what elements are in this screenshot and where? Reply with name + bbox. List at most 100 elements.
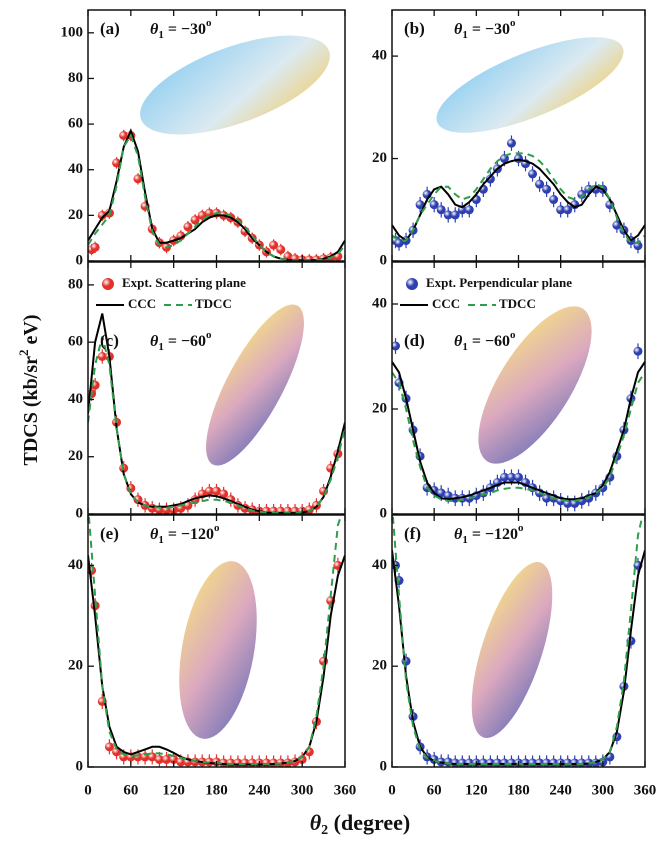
data-point	[528, 169, 538, 179]
lobe-e	[179, 561, 257, 739]
data-point	[97, 352, 107, 361]
data-point	[506, 138, 516, 148]
data-point	[415, 200, 425, 210]
x-tick-label: 0	[84, 782, 92, 798]
panel-label: (a)	[100, 19, 120, 38]
x-tick-label: 120	[162, 782, 185, 798]
data-point	[204, 486, 214, 496]
legend-label: TDCC	[195, 296, 232, 311]
data-point	[119, 131, 129, 140]
y-tick-label: 80	[68, 276, 83, 292]
ann-sup: o	[510, 329, 516, 341]
lobe-d	[478, 306, 592, 464]
ann-sup: o	[206, 17, 212, 29]
data-point	[392, 341, 401, 351]
data-point	[450, 210, 460, 220]
x-tick-label: 360	[334, 782, 357, 798]
ann-sup: o	[206, 329, 212, 341]
orbital-images	[140, 35, 624, 739]
panel-annotation: θ1 = −60o	[454, 329, 516, 353]
data-point	[633, 346, 643, 356]
data-point	[176, 757, 186, 767]
data-point	[436, 488, 446, 498]
x-tick-label: 360	[634, 782, 657, 798]
x-axis-label: θ2 (degree)	[310, 810, 410, 838]
data-point	[112, 158, 122, 168]
y-axis-label: TDCS (kb/sr2 eV)	[16, 315, 42, 466]
legend-label: TDCC	[499, 296, 536, 311]
legend-label: CCC	[128, 296, 156, 311]
y-tick-label: 40	[68, 161, 83, 177]
panel-label: (d)	[404, 331, 425, 350]
y-tick-label: 0	[380, 758, 388, 774]
x-label-symbol: θ	[310, 810, 322, 835]
data-point	[443, 491, 453, 501]
ann-symbol: θ	[454, 526, 463, 543]
panel-label: (f)	[404, 524, 421, 543]
y-tick-label: 0	[380, 505, 388, 521]
y-tick-label: 40	[372, 295, 387, 311]
lobe-b	[436, 37, 624, 133]
data-point	[169, 754, 179, 764]
legend-marker	[102, 278, 114, 290]
curve	[392, 371, 645, 502]
ann-text: = −60	[164, 333, 206, 350]
ann-symbol: θ	[150, 526, 159, 543]
panel-label: (c)	[100, 331, 119, 350]
data-point	[436, 205, 446, 215]
y-tick-label: 20	[372, 150, 387, 166]
lobe-c	[206, 304, 304, 466]
curve	[392, 152, 645, 245]
x-tick-label: 180	[507, 782, 530, 798]
data-point	[535, 179, 545, 189]
panel-label: (e)	[100, 524, 119, 543]
data-point	[563, 205, 573, 215]
x-tick-label: 60	[427, 782, 442, 798]
ann-symbol: θ	[454, 333, 463, 350]
x-label-sub: 2	[321, 823, 328, 838]
y-tick-label: 0	[76, 252, 84, 268]
data-point	[219, 489, 229, 499]
legend: Expt. Perpendicular plane CCC TDCC	[400, 275, 572, 311]
x-label-rest: (degree)	[328, 810, 410, 835]
panel-annotation: θ1 = −30o	[454, 17, 516, 41]
y-tick-label: 0	[380, 252, 388, 268]
ann-sub: 1	[462, 29, 468, 41]
data-point	[212, 486, 221, 496]
x-tick-label: 300	[592, 782, 615, 798]
ann-text: = −30	[468, 21, 510, 38]
x-tick-label: 60	[123, 782, 138, 798]
y-tick-label: 40	[372, 557, 387, 573]
ann-text: = −120	[164, 526, 214, 543]
ann-symbol: θ	[454, 21, 463, 38]
ann-sub: 1	[462, 341, 468, 353]
data-point	[429, 200, 439, 210]
y-tick-label: 40	[68, 557, 83, 573]
data-point	[443, 210, 453, 220]
ann-sub: 1	[462, 534, 468, 546]
y-label-rest: eV)	[20, 315, 42, 350]
data-point	[97, 210, 107, 220]
legend: Expt. Scattering plane CCC TDCC	[96, 275, 246, 311]
y-label-text: TDCS (kb/sr	[20, 356, 42, 466]
data-point	[104, 742, 114, 752]
data-point	[499, 154, 509, 164]
x-tick-label: 300	[291, 782, 314, 798]
x-tick-label: 0	[388, 782, 396, 798]
y-tick-label: 0	[76, 505, 84, 521]
data-point	[154, 754, 164, 764]
y-tick-label: 40	[68, 391, 83, 407]
data-point	[204, 208, 214, 218]
y-tick-label: 20	[68, 658, 83, 674]
ann-text: = −120	[468, 526, 518, 543]
panel	[392, 135, 645, 254]
data-point	[90, 242, 100, 252]
curve	[392, 361, 645, 501]
lobe-f	[471, 562, 553, 738]
legend-label: Expt. Perpendicular plane	[426, 275, 572, 290]
panel-annotation: θ1 = −120o	[150, 522, 220, 546]
y-tick-label: 100	[61, 24, 84, 40]
legend-label: Expt. Scattering plane	[122, 275, 246, 290]
data-point	[549, 195, 559, 205]
